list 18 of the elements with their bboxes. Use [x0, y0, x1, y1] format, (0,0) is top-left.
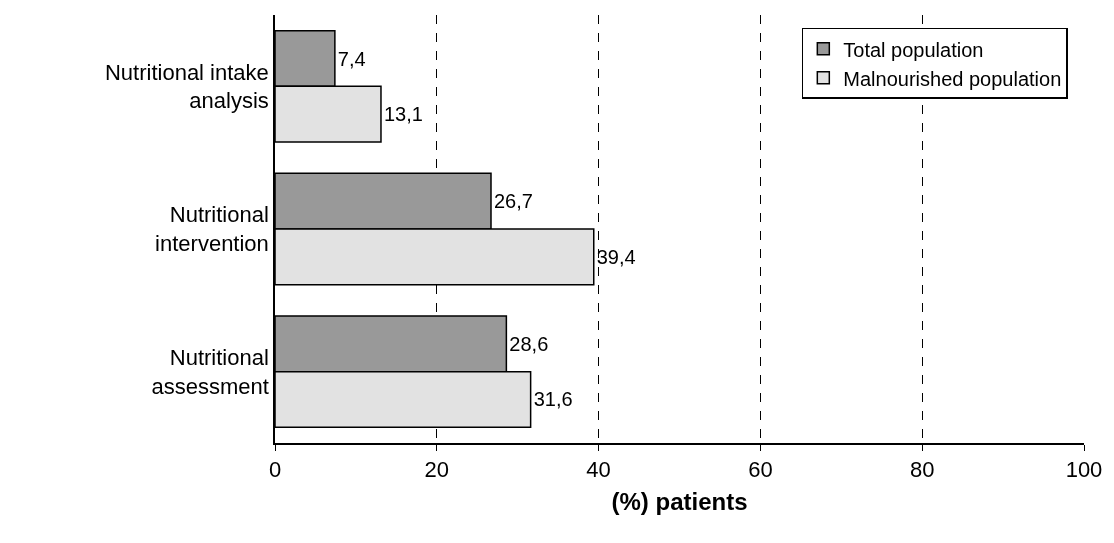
data-label: 7,4 [337, 47, 366, 70]
legend-label: Malnourished population [843, 67, 1062, 90]
x-tick-label: 100 [1065, 457, 1103, 483]
x-tick-label: 40 [586, 457, 611, 483]
y-tick-label: Nutritional intake analysis [104, 59, 269, 114]
y-tick-label: Nutritional assessment [151, 345, 269, 399]
data-label: 26,7 [494, 190, 533, 213]
x-tick-label: 0 [268, 457, 282, 483]
x-axis-title: (%) patients [611, 487, 748, 515]
x-tick-label: 20 [424, 457, 450, 483]
data-label: 28,6 [509, 332, 549, 355]
x-tick-label: 80 [909, 457, 935, 483]
data-label: 13,1 [383, 103, 423, 126]
legend-label: Total population [843, 38, 984, 61]
y-tick-label: Nutritional intervention [155, 202, 269, 256]
data-label: 39,4 [596, 245, 636, 268]
x-tick-label: 60 [748, 457, 773, 483]
data-label: 31,6 [533, 388, 573, 411]
